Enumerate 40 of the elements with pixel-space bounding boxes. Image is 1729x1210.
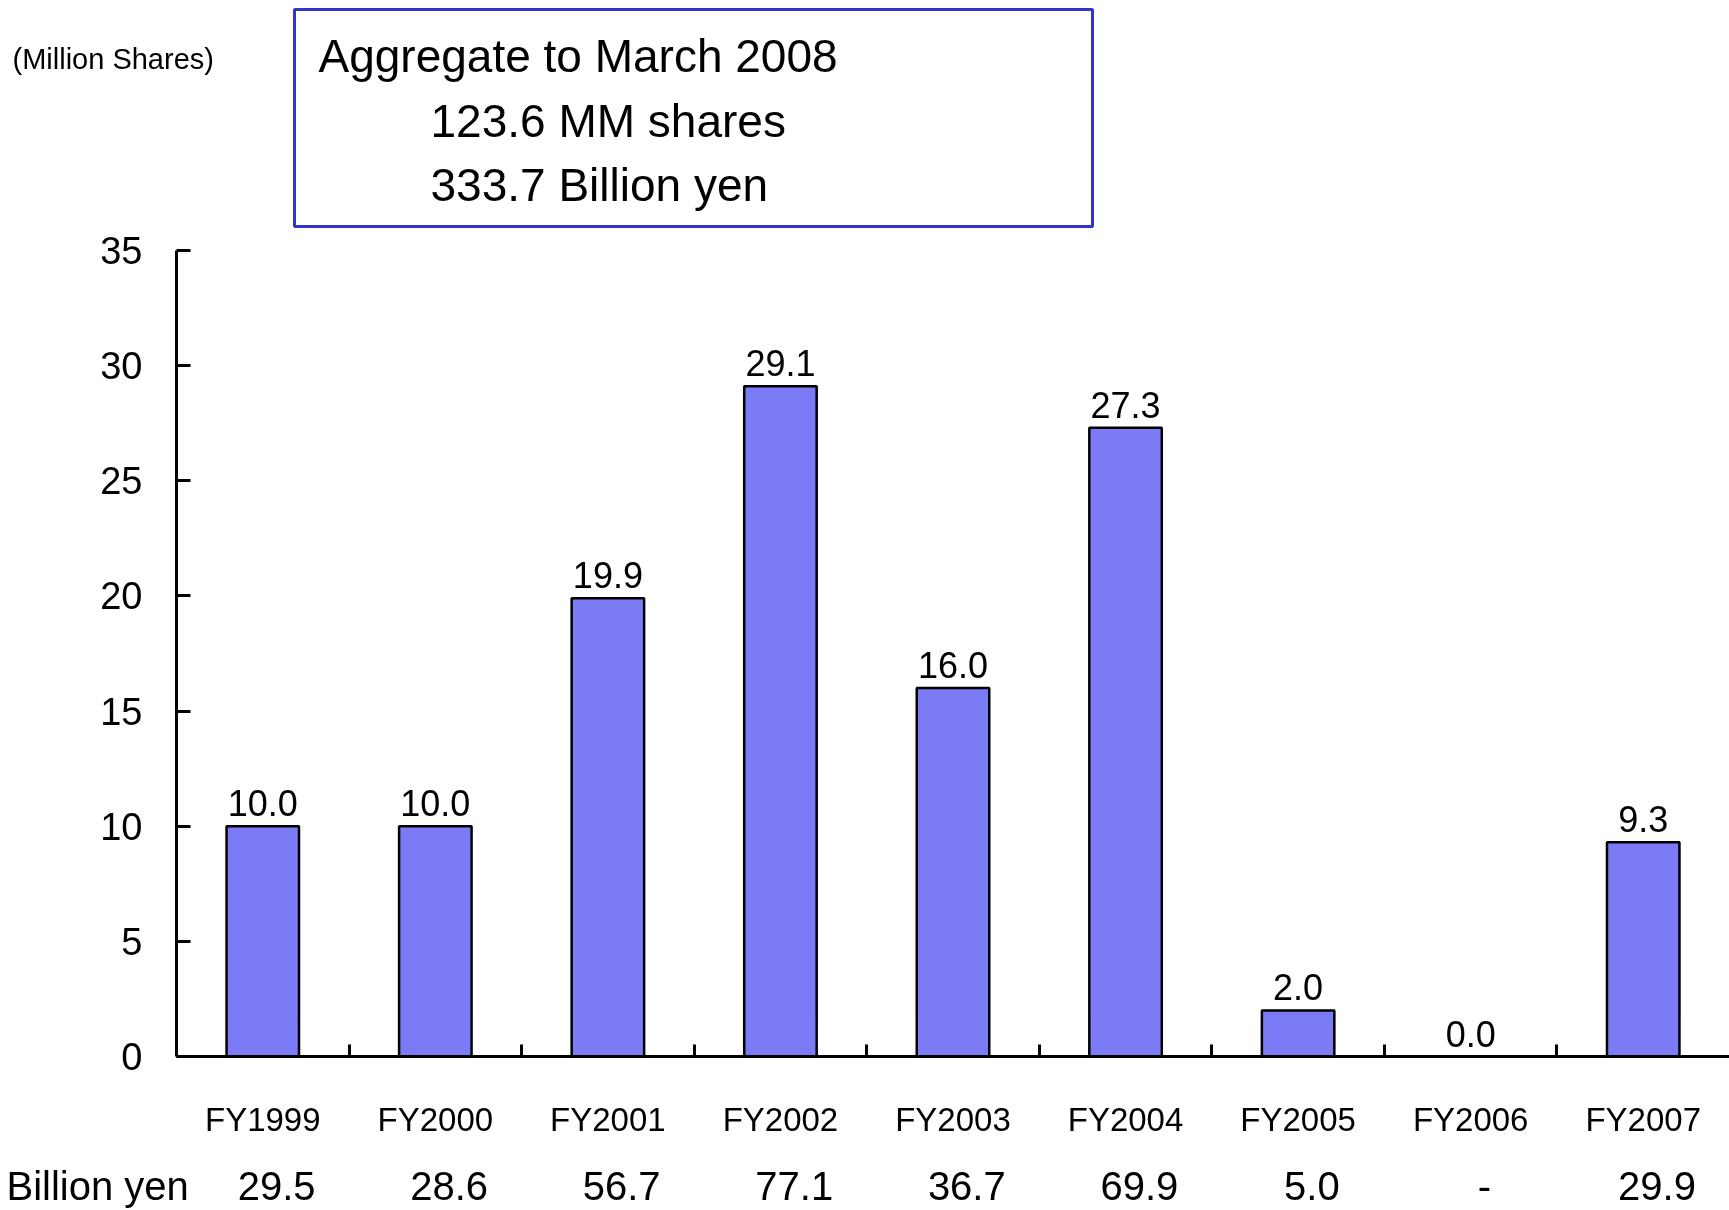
y-tick-label: 5 bbox=[121, 920, 143, 963]
text: 5.0 bbox=[1284, 1163, 1340, 1208]
text: 333.7 Billion yen bbox=[430, 158, 769, 211]
x-tick-label: FY1999 bbox=[204, 1100, 321, 1138]
y-tick-label: 15 bbox=[100, 690, 143, 733]
data-label: 10.0 bbox=[400, 783, 471, 825]
data-label: 16.0 bbox=[917, 645, 989, 687]
data-label: 10.0 bbox=[227, 783, 298, 825]
text: Billion yen bbox=[6, 1163, 189, 1208]
y-tick-label: 20 bbox=[100, 575, 143, 618]
text: - bbox=[1477, 1163, 1492, 1208]
y-tick-label: 30 bbox=[100, 345, 143, 388]
text: (Million Shares) bbox=[12, 42, 214, 75]
data-label: 0.0 bbox=[1445, 1013, 1496, 1055]
x-tick-label: FY2004 bbox=[1067, 1100, 1184, 1138]
x-tick-label: FY2006 bbox=[1412, 1100, 1529, 1138]
data-label: 9.3 bbox=[1618, 799, 1669, 841]
data-label: 2.0 bbox=[1273, 967, 1324, 1009]
text: 56.7 bbox=[582, 1163, 661, 1208]
y-tick-label: 10 bbox=[100, 805, 143, 848]
data-label: 29.1 bbox=[745, 343, 816, 385]
x-tick-label: FY2007 bbox=[1585, 1100, 1702, 1138]
x-tick-label: FY2000 bbox=[377, 1100, 494, 1138]
text: 29.9 bbox=[1618, 1163, 1696, 1208]
text: 123.6 MM shares bbox=[430, 94, 786, 147]
text: 69.9 bbox=[1100, 1163, 1179, 1208]
x-tick-label: FY2003 bbox=[895, 1100, 1011, 1138]
x-tick-label: FY2002 bbox=[722, 1100, 839, 1138]
text: 77.1 bbox=[755, 1163, 834, 1208]
x-tick-label: FY2005 bbox=[1240, 1100, 1356, 1138]
y-tick-label: 25 bbox=[100, 460, 143, 503]
text: 28.6 bbox=[410, 1163, 489, 1208]
chart-title: Aggregate to March 2008 bbox=[318, 29, 838, 82]
data-label: 19.9 bbox=[572, 555, 643, 597]
y-tick-label: 0 bbox=[121, 1036, 143, 1078]
text: 29.5 bbox=[237, 1163, 316, 1208]
x-tick-label: FY2001 bbox=[550, 1100, 666, 1138]
data-label: 27.3 bbox=[1090, 384, 1161, 426]
text: 36.7 bbox=[927, 1163, 1006, 1208]
y-tick-label: 35 bbox=[100, 230, 143, 272]
